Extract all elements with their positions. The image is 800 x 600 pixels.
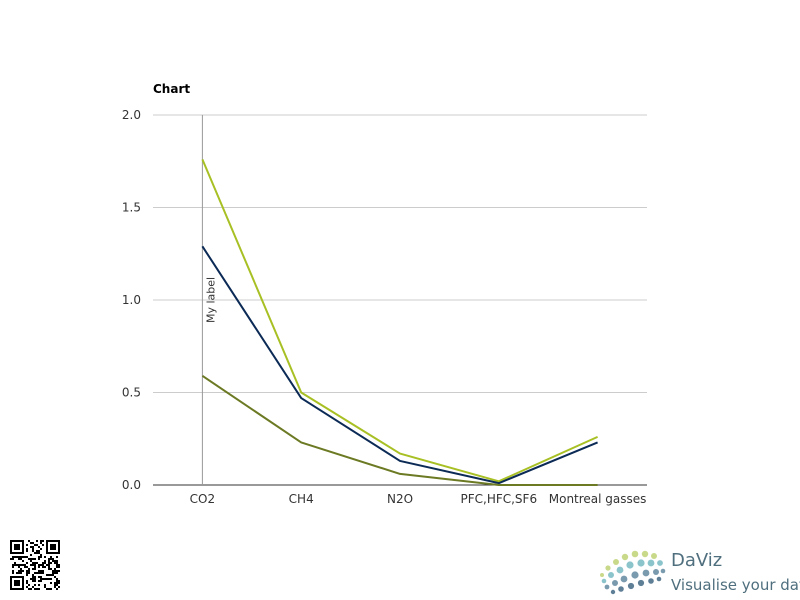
y-tick-label: 1.0: [122, 293, 141, 307]
annotation-label: My label: [204, 277, 217, 323]
x-tick-label: CO2: [190, 492, 215, 506]
y-tick-label: 2.0: [122, 108, 141, 122]
x-tick-label: N2O: [387, 492, 413, 506]
x-tick-label: PFC,HFC,SF6: [460, 492, 537, 506]
series-line-3: [201, 375, 598, 486]
chart-title: Chart: [153, 82, 191, 96]
x-tick-label: CH4: [289, 492, 314, 506]
brand-tagline: Visualise your data: [671, 576, 800, 594]
y-tick-label: 0.0: [122, 478, 141, 492]
y-tick-label: 1.5: [122, 201, 141, 215]
brand-name: DaViz: [671, 550, 723, 571]
daviz-branding: DaViz Visualise your data: [598, 545, 800, 600]
series-line-1: [201, 159, 599, 483]
y-tick-label: 0.5: [122, 386, 141, 400]
qr-code-icon: [10, 540, 60, 590]
series-line-2: [201, 245, 598, 485]
x-tick-label: Montreal gasses: [549, 492, 647, 506]
daviz-logo-icon: [600, 550, 666, 595]
